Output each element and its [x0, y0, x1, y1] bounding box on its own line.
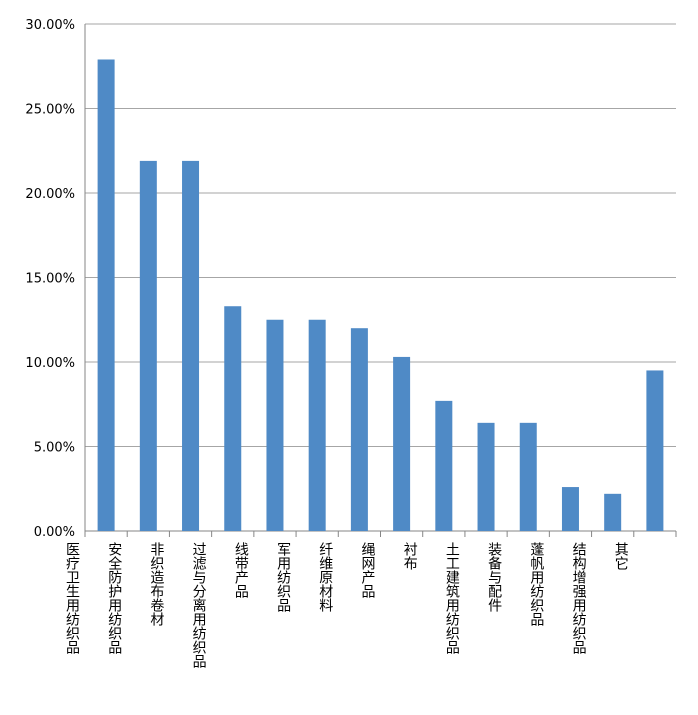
x-tick-label: 土工建筑用纺织品 [444, 542, 460, 654]
x-tick-label: 线带产品 [233, 542, 249, 598]
bar [139, 160, 157, 531]
y-tick-label: 15.00% [25, 272, 75, 287]
x-tick-label: 医疗卫生用纺织品 [64, 542, 80, 654]
bar [224, 306, 242, 531]
bar [393, 356, 411, 531]
x-tick-label: 其它 [613, 542, 629, 570]
bar [97, 59, 115, 532]
bar [266, 319, 284, 531]
bar [182, 160, 200, 531]
x-tick-label: 绳网产品 [360, 542, 376, 598]
bar [604, 493, 622, 531]
x-tick-label: 衬布 [402, 542, 418, 570]
y-tick-label: 5.00% [34, 441, 75, 456]
bar [477, 422, 495, 531]
bar [308, 319, 326, 531]
y-tick-label: 25.00% [25, 103, 75, 118]
bar [519, 422, 537, 531]
bar [350, 328, 368, 531]
x-tick-label: 军用纺织品 [275, 542, 291, 612]
y-tick-label: 30.00% [25, 18, 75, 33]
x-tick-label: 非织造布卷材 [148, 542, 164, 626]
bar [646, 370, 664, 531]
y-tick-label: 10.00% [25, 356, 75, 371]
y-tick-label: 0.00% [34, 525, 75, 540]
x-tick-label: 装备与配件 [486, 542, 502, 612]
bar [561, 487, 579, 531]
x-tick-label: 结构增强用纺织品 [571, 542, 587, 654]
x-tick-label: 蓬帆用纺织品 [528, 542, 544, 626]
x-tick-label: 过滤与分离用纺织品 [191, 542, 207, 668]
y-tick-label: 20.00% [25, 187, 75, 202]
x-tick-label: 安全防护用纺织品 [106, 542, 122, 654]
bar [435, 400, 453, 531]
x-tick-label: 纤维原材料 [317, 542, 333, 612]
